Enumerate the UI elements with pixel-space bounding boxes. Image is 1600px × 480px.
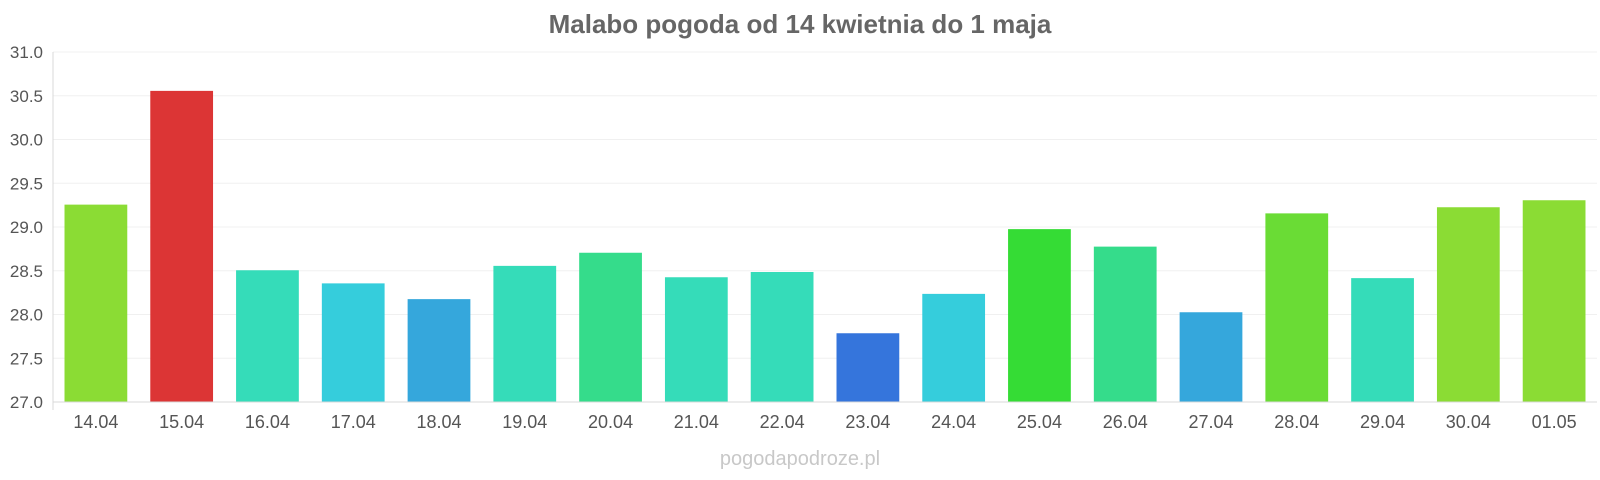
y-tick-label: 29.0 <box>10 218 43 237</box>
y-tick-label: 27.0 <box>10 393 43 412</box>
x-tick-label: 18.04 <box>416 412 461 432</box>
chart-title: Malabo pogoda od 14 kwietnia do 1 maja <box>549 9 1052 39</box>
x-tick-label: 16.04 <box>245 412 290 432</box>
x-tick-label: 17.04 <box>331 412 376 432</box>
bar-27.04 <box>1179 312 1243 403</box>
x-tick-label: 22.04 <box>760 412 805 432</box>
y-tick-label: 30.0 <box>10 131 43 150</box>
bar-30.04 <box>1436 207 1500 403</box>
x-tick-label: 26.04 <box>1103 412 1148 432</box>
x-tick-label: 15.04 <box>159 412 204 432</box>
bar-26.04 <box>1093 246 1157 403</box>
y-tick-label: 28.0 <box>10 306 43 325</box>
bar-17.04 <box>321 283 385 403</box>
bar-14.04 <box>64 204 128 403</box>
bar-01.05 <box>1522 200 1586 403</box>
x-tick-label: 14.04 <box>73 412 118 432</box>
x-tick-label: 27.04 <box>1188 412 1233 432</box>
x-tick-label: 30.04 <box>1446 412 1491 432</box>
bar-19.04 <box>493 265 557 403</box>
x-tick-label: 23.04 <box>845 412 890 432</box>
y-tick-label: 30.5 <box>10 87 43 106</box>
bar-25.04 <box>1008 229 1071 403</box>
x-tick-label: 24.04 <box>931 412 976 432</box>
bar-22.04 <box>750 272 814 403</box>
x-tick-label: 25.04 <box>1017 412 1062 432</box>
x-tick-label: 19.04 <box>502 412 547 432</box>
y-tick-label: 29.5 <box>10 174 43 193</box>
bar-28.04 <box>1265 213 1329 403</box>
x-axis-ticks: 14.04 15.04 16.04 17.04 18.04 19.04 20.04 21.04… <box>73 412 1576 432</box>
bar-16.04 <box>236 270 299 403</box>
bar-23.04 <box>836 333 900 403</box>
x-tick-label: 28.04 <box>1274 412 1319 432</box>
y-axis-ticks: 27.0 27.5 28.0 28.5 29.0 29.5 30.0 30.5 31.0 <box>10 43 43 412</box>
x-tick-label: 21.04 <box>674 412 719 432</box>
y-tick-label: 28.5 <box>10 262 43 281</box>
x-tick-label: 29.04 <box>1360 412 1405 432</box>
bar-20.04 <box>579 252 642 403</box>
y-tick-label: 31.0 <box>10 43 43 62</box>
bar-29.04 <box>1351 278 1414 403</box>
x-tick-label: 01.05 <box>1532 412 1577 432</box>
bar-15.04 <box>150 90 214 403</box>
watermark: pogodapodroze.pl <box>720 448 880 470</box>
bar-24.04 <box>922 293 986 403</box>
bars <box>64 90 1586 403</box>
bar-18.04 <box>407 299 471 403</box>
y-tick-label: 27.5 <box>10 349 43 368</box>
bar-21.04 <box>664 277 728 403</box>
x-tick-label: 20.04 <box>588 412 633 432</box>
gridlines <box>53 51 1597 403</box>
